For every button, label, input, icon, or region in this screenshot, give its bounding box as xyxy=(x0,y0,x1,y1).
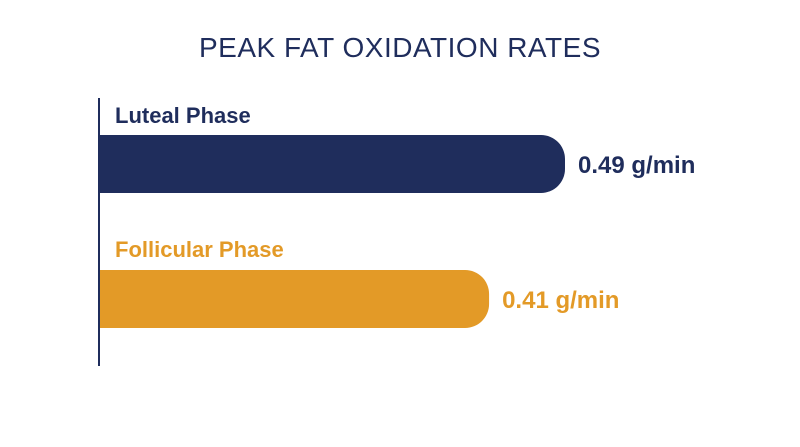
bars-layer: Luteal Phase 0.49 g/min Follicular Phase 0.… xyxy=(100,103,695,328)
category-label-0: Luteal Phase xyxy=(115,103,251,128)
bar-0 xyxy=(100,135,565,193)
chart-title: PEAK FAT OXIDATION RATES xyxy=(198,32,601,63)
bar-1 xyxy=(100,270,490,328)
value-label-0: 0.49 g/min xyxy=(578,152,695,179)
value-label-1: 0.41 g/min xyxy=(502,287,619,314)
category-label-1: Follicular Phase xyxy=(115,237,284,262)
